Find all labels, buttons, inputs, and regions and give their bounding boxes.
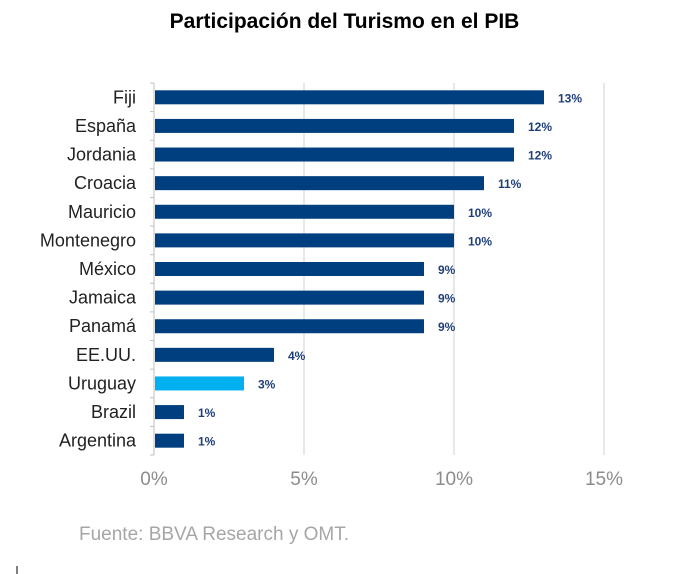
- data-label: 9%: [438, 320, 456, 334]
- x-tick-label: 0%: [140, 469, 168, 490]
- data-label: 12%: [528, 120, 552, 134]
- category-label: Argentina: [59, 431, 137, 451]
- category-label: EE.UU.: [76, 345, 136, 365]
- data-label: 10%: [468, 206, 492, 220]
- chart-title: Participación del Turismo en el PIB: [169, 10, 520, 33]
- data-label: 10%: [468, 234, 492, 248]
- category-label: Uruguay: [68, 373, 136, 393]
- bar-argentina: [155, 433, 184, 448]
- bar-brazil: [155, 405, 184, 420]
- data-label: 4%: [288, 349, 306, 363]
- bar-croacia: [155, 176, 484, 191]
- bar-uruguay: [155, 376, 244, 391]
- bar-jordania: [155, 147, 514, 162]
- data-label: 3%: [258, 377, 276, 391]
- category-label: México: [79, 259, 136, 279]
- category-label: Brazil: [91, 402, 136, 422]
- data-label: 9%: [438, 263, 456, 277]
- category-label: Croacia: [74, 173, 137, 193]
- data-label: 12%: [528, 149, 552, 163]
- bar-méxico: [155, 262, 424, 276]
- category-label: Fiji: [113, 87, 136, 107]
- data-label: 9%: [438, 292, 456, 306]
- bar-jamaica: [155, 290, 424, 305]
- category-label: Panamá: [69, 316, 137, 336]
- category-label: Jordania: [67, 145, 137, 165]
- data-label: 1%: [198, 406, 216, 420]
- category-label: España: [75, 116, 137, 136]
- x-tick-label: 15%: [585, 469, 623, 490]
- bar-fiji: [155, 90, 544, 105]
- bar-españa: [155, 118, 514, 133]
- bar-mauricio: [155, 204, 454, 219]
- x-tick-label: 5%: [290, 469, 318, 490]
- source-note: Fuente: BBVA Research y OMT.: [79, 524, 349, 545]
- category-label: Mauricio: [68, 202, 136, 222]
- x-tick-label: 10%: [435, 469, 473, 490]
- bar-montenegro: [155, 233, 454, 248]
- data-label: 1%: [198, 435, 216, 449]
- category-label: Montenegro: [40, 230, 136, 250]
- data-label: 13%: [558, 91, 582, 105]
- bar-panamá: [155, 319, 424, 334]
- bar-ee.uu.: [155, 347, 274, 362]
- data-label: 11%: [498, 177, 522, 191]
- category-label: Jamaica: [69, 288, 137, 308]
